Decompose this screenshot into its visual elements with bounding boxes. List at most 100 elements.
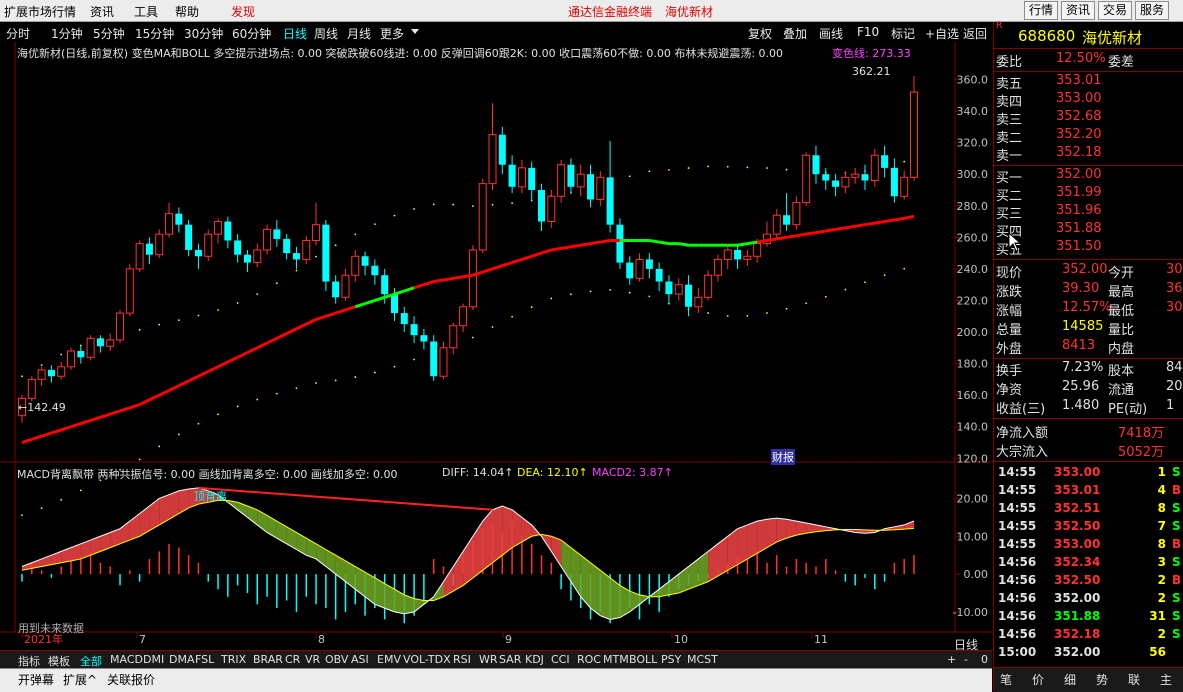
tick-row[interactable]: 15:00 352.00 56 (996, 645, 1182, 663)
indicator-tab-wr[interactable]: WR (479, 653, 498, 666)
ask-row-2[interactable]: 卖二 352.20 (996, 127, 1102, 146)
right-tab-price[interactable]: 价 (1032, 673, 1045, 687)
toolbar-f10-button[interactable]: F10 (857, 25, 880, 39)
stock-badge: R (996, 21, 1003, 31)
danmaku-toggle[interactable]: 开弹幕 (18, 673, 55, 687)
indicator-tab-cci[interactable]: CCI (551, 653, 570, 666)
indicator-tab-boll[interactable]: BOLL (629, 653, 658, 666)
tick-row[interactable]: 14:56 352.18 2 S (996, 627, 1182, 645)
period-tab-15min[interactable]: 15分钟 (135, 27, 175, 41)
bid-row-4[interactable]: 买四 351.88 (996, 221, 1102, 240)
right-tab-trend[interactable]: 势 (1096, 673, 1109, 687)
promo-link-terminal[interactable]: 通达信金融终端 (568, 5, 653, 19)
tick-row[interactable]: 14:56 352.50 2 B (996, 573, 1182, 591)
ask-row-5[interactable]: 卖五 353.01 (996, 73, 1102, 92)
period-tab-weekly[interactable]: 周线 (314, 27, 339, 41)
bid-row-3[interactable]: 买三 351.96 (996, 203, 1102, 222)
indicator-tab-mcst[interactable]: MCST (687, 653, 718, 666)
tick-row[interactable]: 14:56 351.88 31 S (996, 609, 1182, 627)
extend-toggle[interactable]: 扩展^ (63, 673, 98, 687)
indicator-tab-psy[interactable]: PSY (661, 653, 682, 666)
indicator-tab-obv[interactable]: OBV (325, 653, 349, 666)
menu-item-extended-market[interactable]: 扩展市场行情 (4, 5, 77, 19)
period-tab-daily[interactable]: 日线 (283, 27, 308, 41)
indicator-tab-cr[interactable]: CR (285, 653, 301, 666)
y-tick-label: 240.0 (957, 263, 989, 276)
indicator-tab-indicators[interactable]: 指标 (18, 655, 40, 668)
tick-row[interactable]: 14:55 352.50 7 S (996, 519, 1182, 537)
indicator-tab-brar[interactable]: BRAR (253, 653, 283, 666)
promo-link-stock[interactable]: 海优新材 (665, 5, 714, 19)
menu-item-news[interactable]: 资讯 (90, 5, 115, 19)
period-tab-more[interactable]: 更多 (380, 27, 405, 41)
boll-lower-dot (40, 507, 43, 510)
indicator-tab-asi[interactable]: ASI (351, 653, 369, 666)
indicator-tab-fsl[interactable]: FSL (195, 653, 215, 666)
toolbar-adjust-button[interactable]: 复权 (748, 27, 773, 41)
tick-row[interactable]: 14:56 352.34 3 S (996, 555, 1182, 573)
zoom-in-button[interactable]: + (947, 653, 957, 666)
toolbar-add-watchlist-button[interactable]: +自选 (925, 27, 960, 41)
menu-item-discover[interactable]: 发现 (231, 5, 256, 19)
indicator-tab-all[interactable]: 全部 (80, 655, 102, 668)
quote-button[interactable]: 行情 (1024, 1, 1059, 20)
candle-body-down (665, 281, 673, 295)
indicator-tab-macd[interactable]: MACD (110, 653, 143, 666)
trade-button[interactable]: 交易 (1098, 1, 1133, 20)
earnings-marker[interactable]: 财报 (771, 449, 795, 465)
indicator-tab-dmi[interactable]: DMI (143, 653, 165, 666)
period-tab-60min[interactable]: 60分钟 (232, 27, 272, 41)
period-tab-monthly[interactable]: 月线 (347, 27, 372, 41)
indicator-tab-template[interactable]: 模板 (48, 655, 70, 668)
indicator-tab-roc[interactable]: ROC (577, 653, 601, 666)
ma-segment (658, 240, 670, 246)
quote-row-pct: 涨幅 12.57% 最低 30 (996, 300, 1183, 319)
indicator-tab-dma[interactable]: DMA (169, 653, 195, 666)
boll-lower-dot (726, 314, 729, 317)
zoom-out-button[interactable]: - (964, 653, 968, 666)
tick-row[interactable]: 14:55 352.51 8 S (996, 501, 1182, 519)
service-button[interactable]: 服务 (1135, 1, 1170, 20)
toolbar-overlay-button[interactable]: 叠加 (783, 27, 808, 41)
bid-row-2[interactable]: 买二 351.99 (996, 185, 1102, 204)
related-quote-button[interactable]: 关联报价 (107, 673, 156, 687)
period-tab-5min[interactable]: 5分钟 (93, 27, 125, 41)
ma-segment (786, 234, 797, 239)
period-tab-intraday[interactable]: 分时 (6, 27, 31, 41)
right-tab-main[interactable]: 主 (1160, 673, 1173, 687)
more-dropdown-icon[interactable] (411, 29, 419, 34)
indicator-tab-sar[interactable]: SAR (499, 653, 522, 666)
toolbar-mark-button[interactable]: 标记 (891, 27, 916, 41)
right-tab-trades[interactable]: 笔 (1000, 673, 1013, 687)
ask-row-3[interactable]: 卖三 352.68 (996, 109, 1102, 128)
period-tab-1min[interactable]: 1分钟 (51, 27, 83, 41)
tick-row[interactable]: 14:55 353.00 8 B (996, 537, 1182, 555)
indicator-tab-trix[interactable]: TRIX (221, 653, 247, 666)
indicator-tab-rsi[interactable]: RSI (453, 653, 471, 666)
ask-row-1[interactable]: 卖一 352.18 (996, 145, 1102, 164)
indicator-tab-vr[interactable]: VR (305, 653, 321, 666)
toolbar-draw-button[interactable]: 画线 (819, 27, 844, 41)
tick-row[interactable]: 14:55 353.01 4 B (996, 483, 1182, 501)
indicator-tab-kdj[interactable]: KDJ (525, 653, 544, 666)
ma-segment (453, 275, 464, 280)
right-tab-detail[interactable]: 细 (1064, 673, 1077, 687)
right-tab-linked[interactable]: 联 (1128, 673, 1141, 687)
menu-item-help[interactable]: 帮助 (175, 5, 200, 19)
news-button[interactable]: 资讯 (1061, 1, 1096, 20)
period-tab-30min[interactable]: 30分钟 (184, 27, 224, 41)
menu-item-tools[interactable]: 工具 (134, 5, 159, 19)
tick-row[interactable]: 14:55 353.00 1 S (996, 465, 1182, 483)
tick-row[interactable]: 14:56 352.00 2 S (996, 591, 1182, 609)
kline-chart[interactable]: 360.0 340.0 320.0 300.0 280.0 260.0 240.0 220.0… (0, 42, 992, 650)
candle-body-down (400, 313, 408, 325)
ask-row-4[interactable]: 卖四 353.00 (996, 91, 1102, 110)
indicator-tab-mtm[interactable]: MTM (603, 653, 629, 666)
indicator-tab-emv[interactable]: EMV (377, 653, 401, 666)
zoom-reset-button[interactable]: 0 (981, 653, 988, 666)
tick-volume: 56 (1149, 645, 1166, 659)
toolbar-back-button[interactable]: 返回 (963, 27, 988, 41)
bid-row-5[interactable]: 买五 351.50 (996, 239, 1102, 258)
bid-row-1[interactable]: 买一 352.00 (996, 167, 1102, 186)
indicator-tab-vol-tdx[interactable]: VOL-TDX (403, 653, 451, 666)
